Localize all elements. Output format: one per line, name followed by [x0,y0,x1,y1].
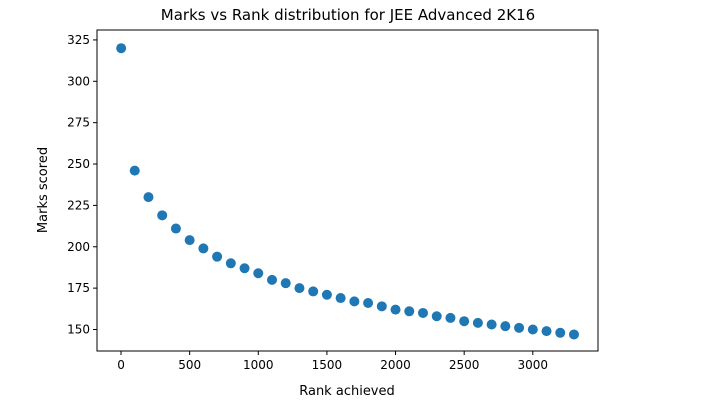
data-point [527,324,538,335]
x-axis-label: Rank achieved [299,384,395,399]
data-point [129,165,140,176]
data-point [417,307,428,318]
x-tick-label: 2000 [380,358,411,372]
data-point [431,311,442,322]
x-tick-label: 2500 [449,358,480,372]
data-point [472,317,483,328]
axes-frame [96,29,599,352]
x-tick-label: 1500 [312,358,343,372]
data-point [349,296,360,307]
x-tick-label: 0 [117,358,125,372]
data-point [267,274,278,285]
y-axis-label: Marks scored [36,147,51,233]
data-point [568,329,579,340]
data-point [445,312,456,323]
data-point [335,293,346,304]
x-tick-label: 1000 [243,358,274,372]
data-point [514,322,525,333]
data-point [308,286,319,297]
data-point [376,301,387,312]
y-tick-label: 300 [67,74,90,88]
data-point [390,304,401,315]
chart-title: Marks vs Rank distribution for JEE Advan… [161,6,535,24]
data-point [486,319,497,330]
data-point [143,192,154,203]
data-point [212,251,223,262]
y-tick-label: 200 [67,240,90,254]
data-point [184,235,195,246]
data-point [363,298,374,309]
x-tick-label: 3000 [518,358,549,372]
data-point [157,210,168,221]
data-point [459,316,470,327]
plot-area [116,43,579,340]
data-point [321,289,332,300]
y-tick-label: 150 [67,322,90,336]
data-point [404,306,415,317]
data-point [555,327,566,338]
x-tick-label: 500 [178,358,201,372]
data-point [170,223,181,234]
data-point [225,258,236,269]
data-point [500,321,511,332]
data-point [294,283,305,294]
y-tick-label: 325 [67,33,90,47]
data-point [198,243,209,254]
data-point [280,278,291,289]
y-tick-label: 175 [67,281,90,295]
y-tick-label: 250 [67,157,90,171]
y-tick-label: 275 [67,116,90,130]
data-point [239,263,250,274]
y-tick-label: 225 [67,198,90,212]
data-point [116,43,127,54]
data-point [253,268,264,279]
data-point [541,326,552,337]
